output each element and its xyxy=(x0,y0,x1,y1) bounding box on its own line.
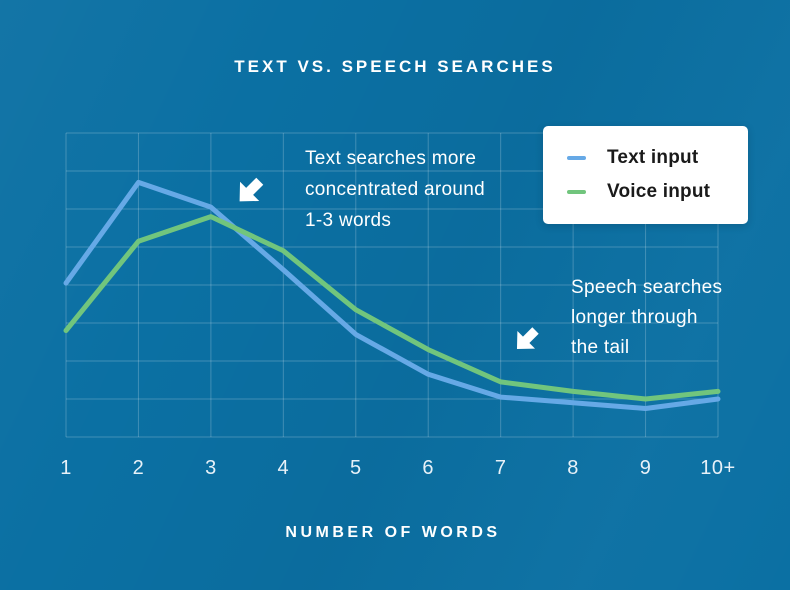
annotation-text-searches: Text searches more concentrated around 1… xyxy=(305,143,485,236)
series-line-voice-input xyxy=(63,214,721,402)
down-left-arrow-icon xyxy=(516,327,539,350)
annotation-line: 1-3 words xyxy=(305,210,392,231)
series-lines xyxy=(63,179,721,411)
x-tick-6: 6 xyxy=(422,457,435,479)
annotation-line: the tail xyxy=(571,337,630,358)
legend-label-voice-input: Voice input xyxy=(607,181,711,202)
text-input-line-swatch xyxy=(567,156,586,160)
x-tick-7: 7 xyxy=(494,457,507,479)
x-tick-3: 3 xyxy=(205,457,217,479)
annotation-line: concentrated around xyxy=(305,179,485,200)
legend-label-text-input: Text input xyxy=(607,147,699,168)
x-tick-5: 5 xyxy=(349,457,362,479)
annotation-speech-searches: Speech searches longer through the tail xyxy=(571,273,722,363)
down-left-arrow-icon xyxy=(239,177,264,202)
legend: Text input Voice input xyxy=(543,126,748,224)
voice-input-line-swatch xyxy=(567,190,586,194)
legend-item-voice-input: Voice input xyxy=(567,181,748,203)
x-tick-8: 8 xyxy=(567,457,579,479)
x-axis-label: NUMBER OF WORDS xyxy=(285,524,501,541)
x-tick-4: 4 xyxy=(277,457,290,479)
annotation-line: longer through xyxy=(571,307,698,328)
x-tick-1: 1 xyxy=(60,457,72,479)
series-line-text-input xyxy=(63,179,721,411)
chart-title: TEXT VS. SPEECH SEARCHES xyxy=(234,57,556,76)
legend-item-text-input: Text input xyxy=(567,147,748,169)
annotation-line: Text searches more xyxy=(305,148,477,169)
x-tick-10+: 10+ xyxy=(700,457,736,479)
x-tick-2: 2 xyxy=(132,457,145,479)
annotation-line: Speech searches xyxy=(571,277,723,298)
x-tick-9: 9 xyxy=(639,457,652,479)
